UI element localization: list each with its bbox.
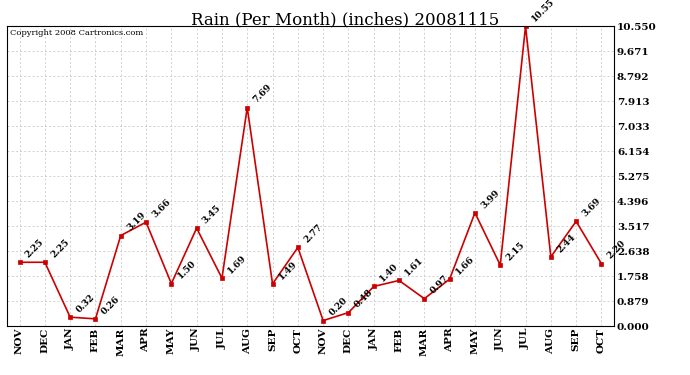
Text: 1.50: 1.50 [175, 259, 197, 281]
Text: 3.19: 3.19 [125, 211, 147, 233]
Text: 2.25: 2.25 [23, 238, 46, 260]
Text: 2.20: 2.20 [606, 239, 627, 261]
Text: 0.20: 0.20 [327, 296, 349, 318]
Text: Copyright 2008 Cartronics.com: Copyright 2008 Cartronics.com [10, 29, 144, 37]
Text: 3.99: 3.99 [479, 188, 502, 210]
Text: 2.77: 2.77 [302, 223, 324, 245]
Text: 0.97: 0.97 [428, 274, 451, 296]
Text: Rain (Per Month) (inches) 20081115: Rain (Per Month) (inches) 20081115 [191, 11, 499, 28]
Text: 1.49: 1.49 [277, 259, 299, 281]
Text: 3.69: 3.69 [580, 196, 602, 219]
Text: 7.69: 7.69 [251, 83, 273, 105]
Text: 0.32: 0.32 [75, 292, 96, 314]
Text: 1.66: 1.66 [454, 254, 476, 276]
Text: 0.48: 0.48 [353, 288, 375, 310]
Text: 3.66: 3.66 [150, 197, 172, 219]
Text: 1.61: 1.61 [403, 255, 426, 278]
Text: 1.40: 1.40 [378, 262, 400, 284]
Text: 3.45: 3.45 [201, 203, 223, 225]
Text: 2.44: 2.44 [555, 232, 577, 254]
Text: 1.69: 1.69 [226, 253, 248, 275]
Text: 2.25: 2.25 [49, 238, 71, 260]
Text: 0.26: 0.26 [99, 294, 121, 316]
Text: 10.55: 10.55 [530, 0, 556, 24]
Text: 2.15: 2.15 [504, 240, 526, 262]
